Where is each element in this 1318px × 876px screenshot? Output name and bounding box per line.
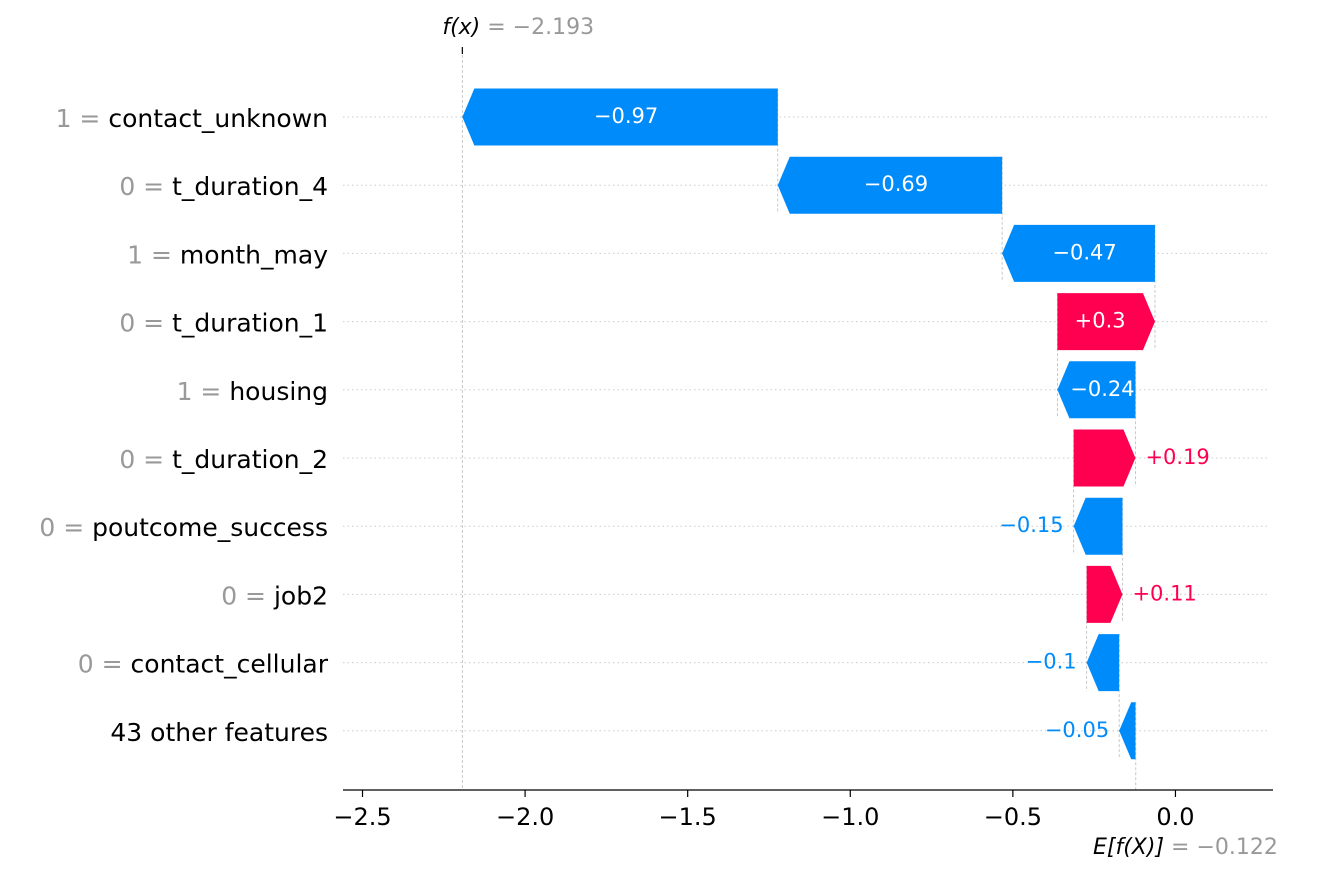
feature-value: 0 = — [78, 649, 123, 678]
feature-label: 1 = contact_unknown — [56, 104, 328, 133]
feature-name: t_duration_1 — [172, 308, 328, 337]
bar-value-label: −0.1 — [1026, 650, 1077, 674]
x-tick-label: −2.0 — [496, 803, 554, 831]
bar-month_may — [1002, 224, 1155, 282]
output-value-annotation: f(x) = −2.193 — [442, 15, 594, 40]
bar-contact_cellular — [1086, 634, 1120, 692]
bar-value-label: −0.97 — [594, 104, 658, 128]
bars: −0.97 −0.69 −0.47 +0.3 −0.24 +0.19 −0.15 +0.11 −… — [462, 88, 1210, 760]
bar-t_duration_2 — [1073, 429, 1136, 487]
feature-name: contact_cellular — [131, 649, 329, 678]
x-tick-label: −1.0 — [821, 803, 879, 831]
feature-value: 0 = — [221, 581, 266, 610]
feature-value: 1 = — [177, 376, 222, 405]
output-label: f(x) — [442, 15, 480, 40]
bar-value-label: −0.15 — [999, 513, 1063, 537]
x-axis: −2.5 −2.0 −1.5 −1.0 −0.5 0.0 — [333, 789, 1273, 831]
x-tick-label: −1.5 — [659, 803, 717, 831]
bar-t_duration_4 — [777, 156, 1003, 214]
x-tick-label: −0.5 — [984, 803, 1042, 831]
bar-value-label: −0.69 — [864, 172, 928, 196]
bar-job2 — [1086, 565, 1123, 623]
feature-value: 0 = — [119, 172, 164, 201]
base-value-annotation: E[f(X)] = −0.122 — [1093, 835, 1278, 860]
feature-label: 0 = job2 — [221, 581, 328, 610]
bar-housing — [1057, 361, 1136, 419]
feature-label: 1 = housing — [177, 376, 328, 405]
feature-value: 0 = — [119, 308, 164, 337]
bar-value-label: −0.24 — [1070, 377, 1134, 401]
feature-name: housing — [229, 376, 328, 405]
bar-43-other-features — [1119, 702, 1136, 760]
feature-name: contact_unknown — [108, 104, 328, 133]
feature-labels: 1 = contact_unknown 0 = t_duration_4 1 = m… — [39, 104, 328, 747]
feature-name: poutcome_success — [92, 513, 328, 542]
bar-contact_unknown — [462, 88, 778, 146]
bar-value-label: +0.3 — [1075, 309, 1126, 333]
feature-label: 0 = t_duration_4 — [119, 172, 328, 201]
x-tick-label: 0.0 — [1156, 803, 1194, 831]
feature-name: job2 — [273, 581, 328, 610]
feature-label: 0 = contact_cellular — [78, 649, 329, 678]
bar-value-label: −0.05 — [1045, 718, 1109, 742]
feature-value: 0 = — [39, 513, 84, 542]
feature-name: t_duration_2 — [172, 445, 328, 474]
bar-value-label: +0.19 — [1145, 445, 1209, 469]
base-label: E[f(X)] — [1093, 835, 1164, 860]
feature-label: 0 = t_duration_2 — [119, 445, 328, 474]
bar-value-label: +0.11 — [1132, 581, 1196, 605]
feature-name: t_duration_4 — [172, 172, 328, 201]
bar-poutcome_success — [1073, 497, 1123, 555]
feature-value: 0 = — [119, 445, 164, 474]
annotations: f(x) = −2.193 E[f(X)] = −0.122 — [442, 15, 1278, 860]
feature-label: 0 = poutcome_success — [39, 513, 328, 542]
feature-name: 43 other features — [110, 717, 328, 746]
feature-label: 43 other features — [110, 717, 328, 746]
feature-value: 1 = — [127, 240, 172, 269]
feature-label: 0 = t_duration_1 — [119, 308, 328, 337]
base-value: = −0.122 — [1164, 835, 1278, 860]
feature-name: month_may — [180, 240, 328, 269]
feature-value: 1 = — [56, 104, 101, 133]
output-value: = −2.193 — [480, 15, 594, 40]
x-tick-label: −2.5 — [333, 803, 391, 831]
feature-label: 1 = month_may — [127, 240, 328, 269]
bar-t_duration_1 — [1057, 293, 1155, 351]
bar-value-label: −0.47 — [1052, 240, 1116, 264]
